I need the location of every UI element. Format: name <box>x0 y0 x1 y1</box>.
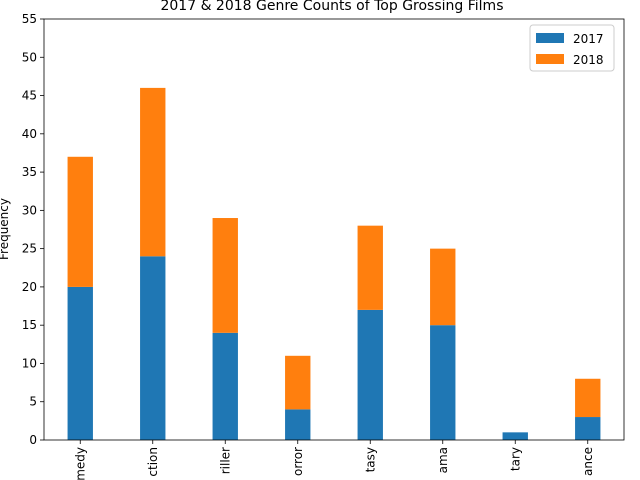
x-tick-label: orror <box>291 447 305 476</box>
y-tick-label: 5 <box>29 395 37 409</box>
y-tick-label: 15 <box>22 318 37 332</box>
y-axis-label: Frequency <box>0 198 11 260</box>
bar-2017-documentary <box>502 432 528 440</box>
plot-frame <box>43 18 625 441</box>
bar-2018-romance <box>575 378 601 418</box>
x-tick-label: tary <box>508 447 522 471</box>
bar-2018-comedy <box>67 156 93 287</box>
legend-label-2017: 2017 <box>573 32 604 46</box>
y-tick-label: 0 <box>29 433 37 447</box>
chart-title: 2017 & 2018 Genre Counts of Top Grossing… <box>160 0 503 14</box>
bar-2018-action <box>140 87 166 257</box>
legend: 2017 2018 <box>529 24 615 72</box>
bar-2017-horror <box>285 409 311 440</box>
bar-2017-drama <box>430 325 456 440</box>
y-tick-label: 10 <box>22 356 37 370</box>
x-tick-label: ction <box>146 447 160 477</box>
x-tick-label: tasy <box>363 447 377 472</box>
x-tick-label: ama <box>436 447 450 473</box>
bar-2017-romance <box>575 417 601 440</box>
bar-2017-comedy <box>67 286 93 440</box>
y-tick-label: 55 <box>22 12 37 26</box>
y-tick-label: 40 <box>22 127 37 141</box>
x-axis: medy ction riller orror tasy ama tary ance <box>73 440 595 480</box>
x-tick-label: riller <box>218 447 232 474</box>
x-tick-label: medy <box>73 447 87 480</box>
legend-swatch-2018 <box>536 54 564 64</box>
bar-2017-action <box>140 256 166 440</box>
axes-frame <box>43 18 625 441</box>
bar-2018-fantasy <box>357 225 383 310</box>
y-tick-label: 25 <box>22 242 37 256</box>
bar-2018-drama <box>430 248 456 326</box>
y-tick-label: 35 <box>22 165 37 179</box>
x-tick-label: ance <box>581 447 595 476</box>
legend-label-2018: 2018 <box>573 53 604 67</box>
bars-group <box>67 87 601 440</box>
y-tick-label: 30 <box>22 203 37 217</box>
legend-swatch-2017 <box>536 33 564 43</box>
y-axis: 0 5 10 15 20 25 30 35 40 45 50 55 <box>22 12 44 447</box>
bar-2017-fantasy <box>357 309 383 440</box>
y-tick-label: 20 <box>22 280 37 294</box>
y-tick-label: 45 <box>22 89 37 103</box>
bar-2017-thriller <box>212 332 238 440</box>
y-tick-label: 50 <box>22 50 37 64</box>
bar-2018-horror <box>285 355 311 410</box>
bar-2018-thriller <box>212 218 238 333</box>
